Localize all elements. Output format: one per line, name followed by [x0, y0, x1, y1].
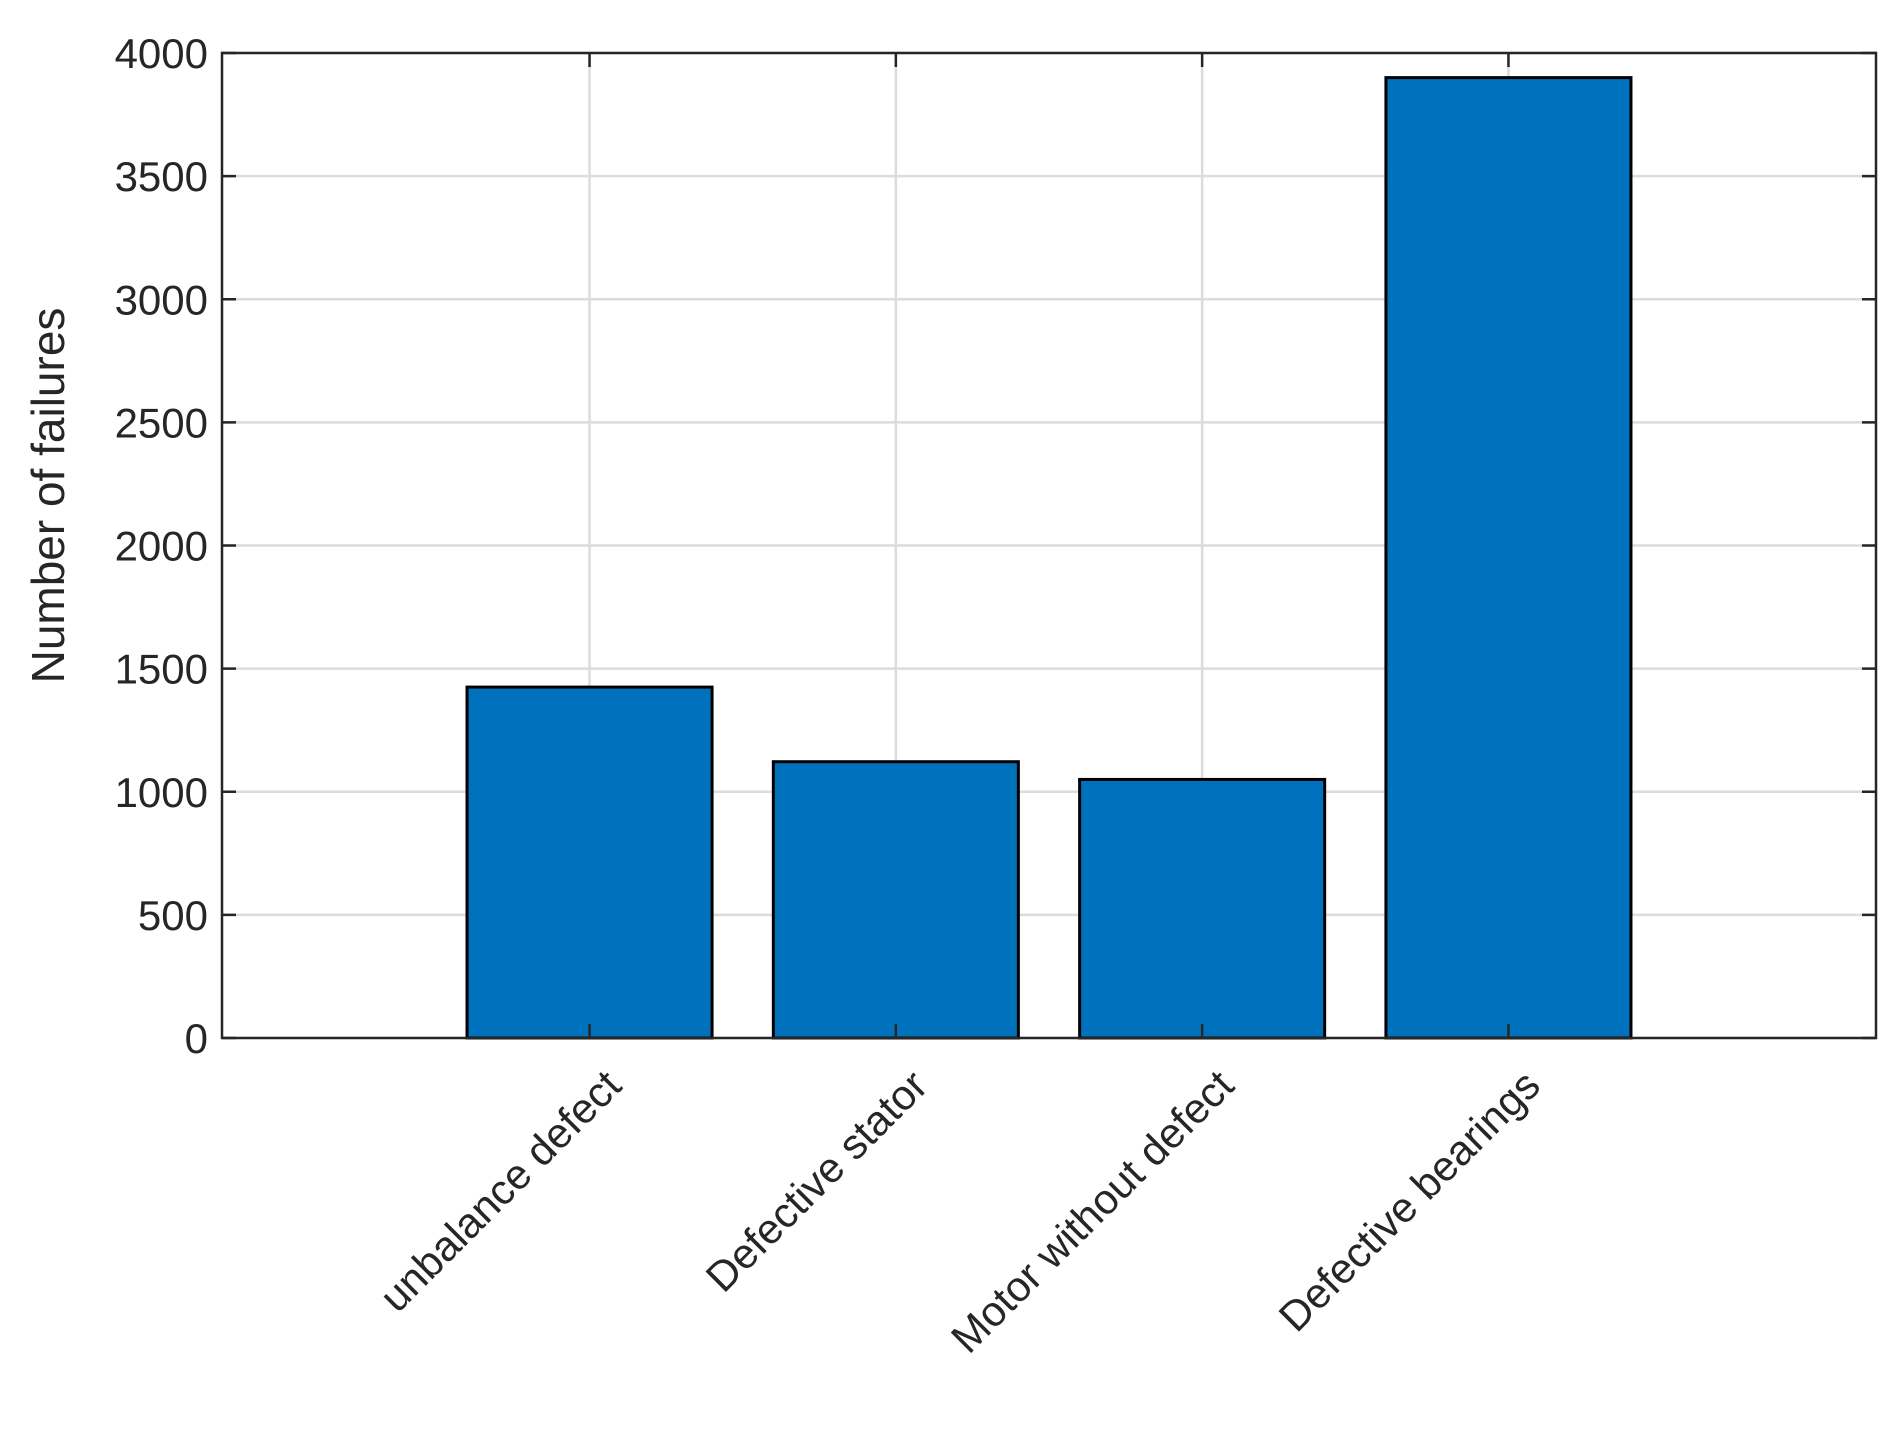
- x-tick-label: Motor without defect: [942, 1061, 1243, 1362]
- bars: [465, 76, 1633, 1040]
- x-tick-label: Defective stator: [697, 1061, 937, 1301]
- bar: [1078, 777, 1327, 1040]
- bar: [771, 760, 1020, 1040]
- y-tick-label: 0: [185, 1015, 208, 1062]
- y-tick-label: 500: [138, 892, 208, 939]
- y-axis-label: Number of failures: [22, 308, 74, 684]
- y-tick-label: 3000: [115, 276, 208, 323]
- y-tick-label: 2000: [115, 523, 208, 570]
- x-tick-label: unbalance defect: [370, 1061, 630, 1321]
- bar: [465, 685, 714, 1040]
- x-tick-labels: unbalance defect Defective stator Motor wi…: [370, 1061, 1548, 1362]
- y-tick-label: 4000: [115, 30, 208, 77]
- y-tick-labels: 0 500 1000 1500 2000 2500 3000 3500 4000: [115, 30, 208, 1062]
- y-tick-label: 2500: [115, 399, 208, 446]
- x-tick-label: Defective bearings: [1270, 1061, 1549, 1340]
- y-tick-label: 1500: [115, 646, 208, 693]
- ticks: [222, 51, 1876, 1040]
- bar: [1384, 76, 1633, 1040]
- y-tick-label: 3500: [115, 153, 208, 200]
- y-tick-label: 1000: [115, 769, 208, 816]
